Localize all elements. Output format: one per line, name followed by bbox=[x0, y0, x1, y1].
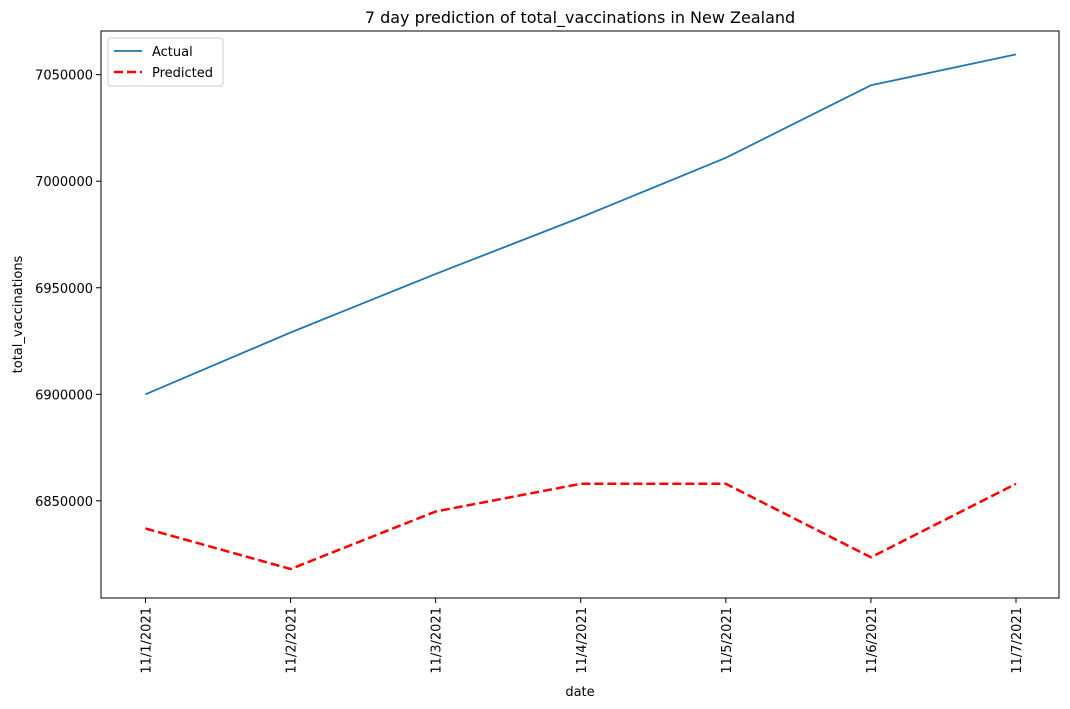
x-tick-label: 11/4/2021 bbox=[575, 607, 590, 674]
x-tick-label: 11/7/2021 bbox=[1010, 607, 1025, 674]
legend-box bbox=[107, 37, 224, 87]
x-tick-label: 11/2/2021 bbox=[285, 607, 300, 674]
x-tick-label: 11/6/2021 bbox=[865, 607, 880, 674]
plot-frame bbox=[100, 30, 1060, 599]
chart-title: 7 day prediction of total_vaccinations i… bbox=[365, 8, 795, 28]
legend: Actual Predicted bbox=[107, 37, 224, 87]
series-line-actual bbox=[145, 53, 1017, 396]
series-line-predicted bbox=[145, 482, 1017, 571]
y-tick-label: 6850000 bbox=[35, 495, 93, 510]
y-axis-ticks: 6850000 6900000 6950000 7000000 7050000 bbox=[35, 69, 101, 510]
y-tick-label: 6950000 bbox=[35, 282, 93, 297]
x-tick-label: 11/1/2021 bbox=[140, 607, 155, 674]
y-tick-label: 6900000 bbox=[35, 388, 93, 403]
x-tick-label: 11/5/2021 bbox=[720, 607, 735, 674]
y-tick-label: 7050000 bbox=[35, 69, 93, 84]
legend-label: Predicted bbox=[152, 66, 213, 81]
y-tick-label: 7000000 bbox=[35, 175, 93, 190]
x-tick-label: 11/3/2021 bbox=[430, 607, 445, 674]
x-axis-ticks: 11/1/2021 11/2/2021 11/3/2021 11/4/2021 11/5… bbox=[140, 598, 1025, 674]
legend-label: Actual bbox=[152, 45, 193, 60]
series-lines bbox=[145, 53, 1017, 571]
y-axis-label: total_vaccinations bbox=[11, 255, 26, 373]
x-axis-label: date bbox=[565, 685, 594, 700]
